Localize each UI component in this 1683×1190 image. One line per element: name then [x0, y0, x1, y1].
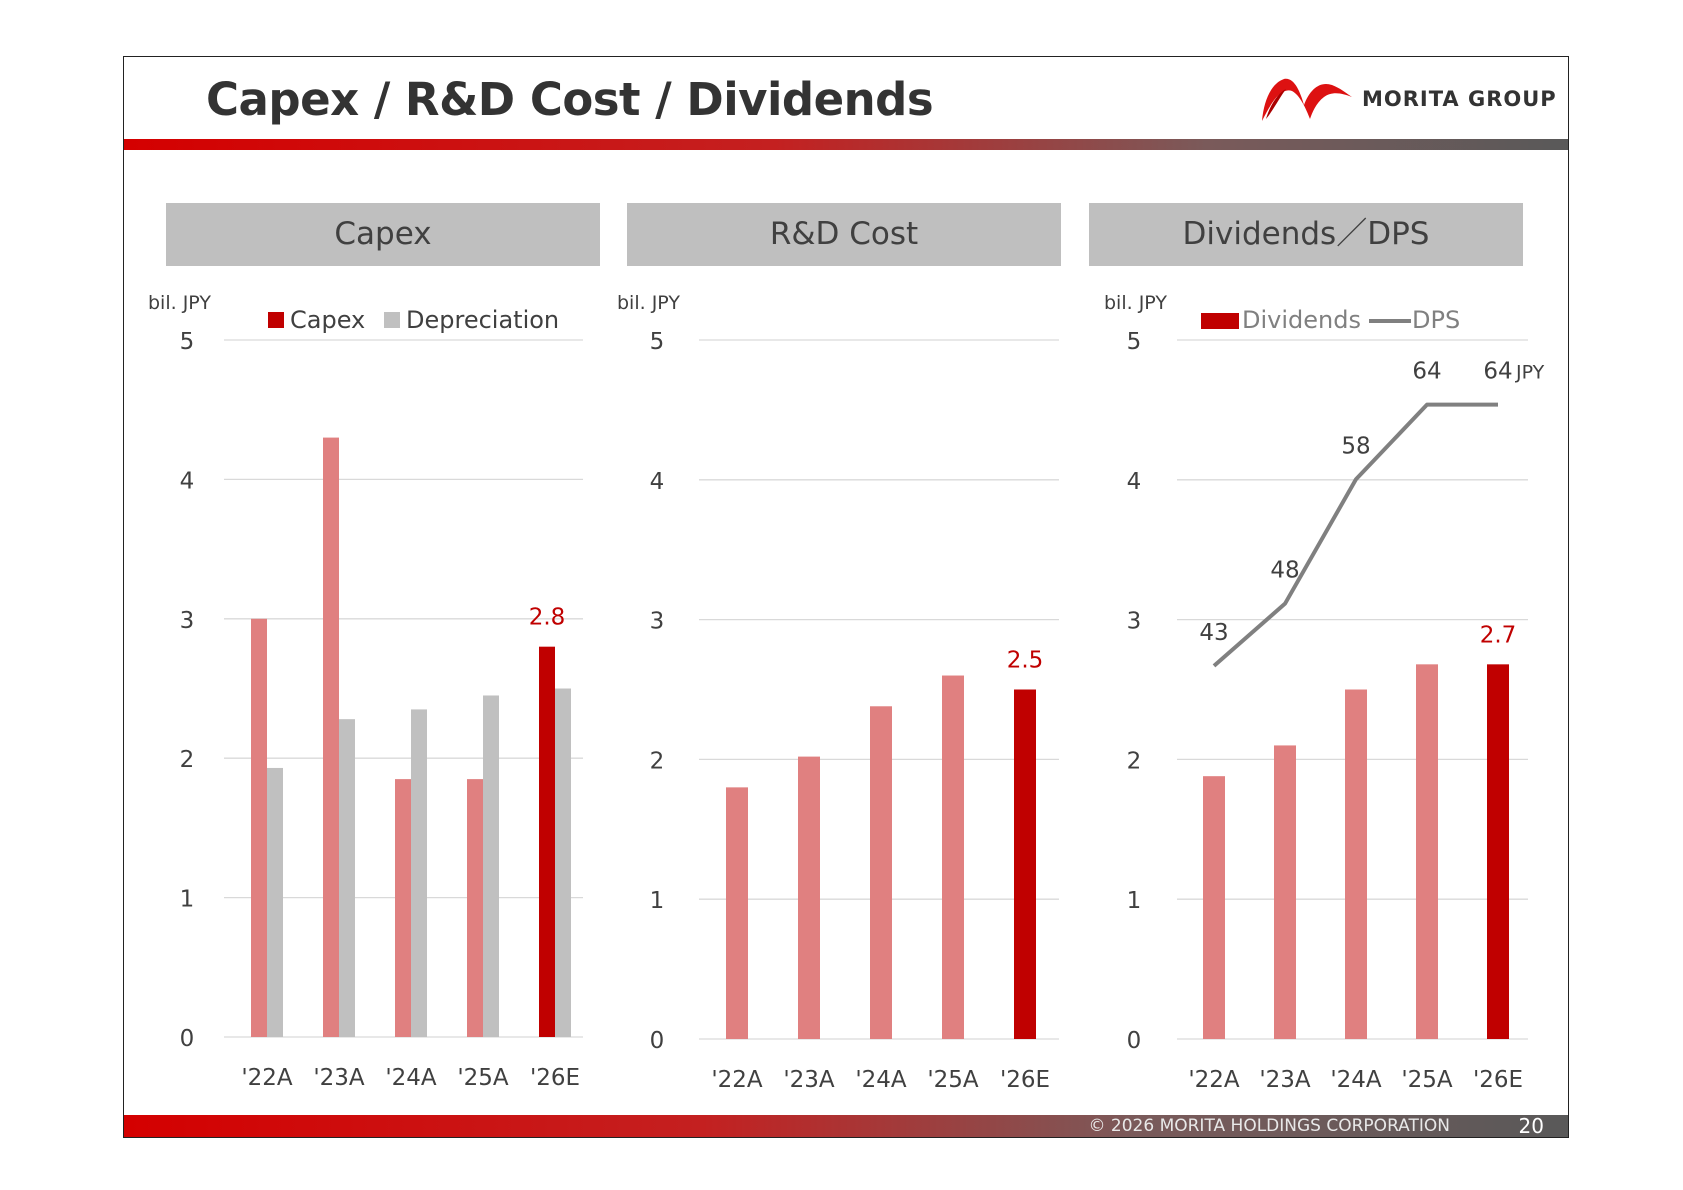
- data-label: 2.7: [1480, 622, 1517, 648]
- y-tick-label: 1: [650, 888, 665, 914]
- rd-cost-bar: [798, 756, 820, 1039]
- depreciation-bar: [267, 767, 283, 1037]
- y-tick-label: 5: [1127, 329, 1142, 355]
- dividends-bar: [1487, 664, 1509, 1039]
- x-tick-label: '22A: [241, 1065, 293, 1091]
- x-tick-label: '26E: [1473, 1067, 1523, 1093]
- dividends-bar: [1345, 689, 1367, 1039]
- dps-point-label: 64: [1412, 359, 1441, 385]
- slide-title: Capex / R&D Cost / Dividends: [206, 73, 934, 126]
- y-tick-label: 2: [180, 747, 195, 773]
- capex-bar: [395, 779, 411, 1037]
- y-tick-label: 0: [1127, 1028, 1142, 1054]
- y-tick-label: 0: [180, 1026, 195, 1052]
- legend-label-capex: Capex: [290, 306, 365, 334]
- panel-header-rd-cost: R&D Cost: [627, 203, 1061, 266]
- page-number: 20: [1518, 1114, 1544, 1138]
- x-tick-label: '22A: [711, 1067, 763, 1093]
- panel-header-dividends: Dividends／DPS: [1089, 203, 1523, 266]
- legend-label-dps: DPS: [1412, 306, 1460, 334]
- x-tick-label: '26E: [1000, 1067, 1050, 1093]
- x-tick-label: '23A: [783, 1067, 835, 1093]
- x-tick-label: '26E: [530, 1065, 580, 1091]
- data-label: 2.8: [529, 605, 566, 631]
- y-tick-label: 4: [180, 468, 195, 494]
- capex-bar: [467, 779, 483, 1037]
- x-tick-label: '25A: [1401, 1067, 1453, 1093]
- legend-label-dividends: Dividends: [1242, 306, 1361, 334]
- x-tick-label: '25A: [457, 1065, 509, 1091]
- y-tick-label: 5: [180, 329, 195, 355]
- dps-point-label: 58: [1341, 433, 1370, 459]
- rd-cost-bar: [1014, 689, 1036, 1039]
- logo-text: MORITA GROUP: [1362, 87, 1557, 111]
- y-tick-label: 3: [180, 608, 195, 634]
- legend-swatch-depreciation: [384, 312, 400, 328]
- y-tick-label: 2: [650, 748, 665, 774]
- legend-swatch-capex: [268, 312, 284, 328]
- legend-label-depreciation: Depreciation: [406, 306, 559, 334]
- title-divider-bar: [124, 139, 1568, 150]
- y-tick-label: 0: [650, 1028, 665, 1054]
- morita-logo-icon: [1262, 78, 1352, 121]
- panel-header-capex: Capex: [166, 203, 600, 266]
- x-tick-label: '24A: [385, 1065, 437, 1091]
- dividends-bar: [1203, 776, 1225, 1039]
- y-tick-label: 4: [1127, 469, 1142, 495]
- dps-unit-label: JPY: [1515, 362, 1545, 384]
- capex-bar: [251, 618, 267, 1037]
- y-tick-label: 3: [1127, 609, 1142, 635]
- capex-bar: [323, 437, 339, 1038]
- rd-cost-bar: [870, 706, 892, 1039]
- x-tick-label: '22A: [1188, 1067, 1240, 1093]
- company-logo: MORITA GROUP: [1254, 69, 1557, 129]
- y-tick-label: 4: [650, 469, 665, 495]
- y-tick-label: 2: [1127, 748, 1142, 774]
- dps-point-label: 48: [1270, 558, 1299, 584]
- slide: Capex / R&D Cost / Dividends MORITA GROU…: [123, 56, 1569, 1138]
- depreciation-bar: [411, 709, 427, 1037]
- y-tick-label: 5: [650, 329, 665, 355]
- unit-label: bil. JPY: [617, 292, 680, 314]
- copyright-text: © 2026 MORITA HOLDINGS CORPORATION: [1088, 1116, 1451, 1136]
- depreciation-bar: [483, 695, 499, 1037]
- rd-cost-bar: [942, 675, 964, 1039]
- dps-line: [1212, 402, 1498, 668]
- dps-point-label: 43: [1199, 620, 1228, 646]
- capex-bar: [539, 646, 555, 1037]
- data-label: 2.5: [1007, 648, 1044, 674]
- x-tick-label: '23A: [313, 1065, 365, 1091]
- dividends-bar: [1416, 664, 1438, 1039]
- x-tick-label: '24A: [855, 1067, 907, 1093]
- footer-bar: © 2026 MORITA HOLDINGS CORPORATION 20: [124, 1115, 1568, 1137]
- x-tick-label: '25A: [927, 1067, 979, 1093]
- charts-canvas: bil. JPY 0 1 2 3 4 5 '22A '23A '24A '25A '26E Capex D…: [148, 292, 1545, 1093]
- unit-label: bil. JPY: [1104, 292, 1167, 314]
- dps-point-label: 64: [1483, 359, 1512, 385]
- x-tick-label: '23A: [1259, 1067, 1311, 1093]
- unit-label: bil. JPY: [148, 292, 211, 314]
- y-tick-label: 3: [650, 609, 665, 635]
- dividends-bar: [1274, 745, 1296, 1039]
- rd-cost-bar: [726, 787, 748, 1039]
- x-tick-label: '24A: [1330, 1067, 1382, 1093]
- depreciation-bar: [339, 719, 355, 1037]
- depreciation-bar: [555, 688, 571, 1037]
- y-tick-label: 1: [180, 887, 195, 913]
- y-tick-label: 1: [1127, 888, 1142, 914]
- legend-swatch-dividends: [1201, 313, 1239, 329]
